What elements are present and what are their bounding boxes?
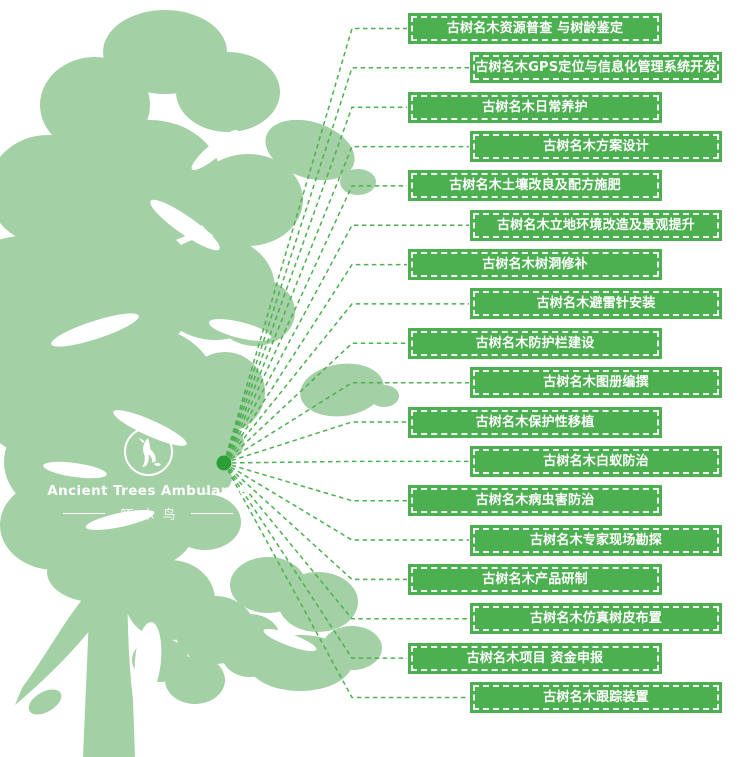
woodpecker-icon — [138, 437, 161, 467]
service-box: 古树名木立地环境改造及景观提升 — [473, 212, 719, 238]
connector-line — [223, 421, 407, 464]
service-box-label: 古树名木土壤改良及配方施肥 — [449, 178, 621, 194]
connector-line — [223, 462, 407, 581]
connector-line — [223, 224, 469, 464]
service-box: 古树名木土壤改良及配方施肥 — [411, 173, 659, 199]
service-box-label: 古树名木产品研制 — [482, 571, 588, 587]
connector-line — [223, 460, 469, 464]
service-box-label: 古树名木避雷针安装 — [536, 296, 656, 312]
service-box: 古树名木日常养护 — [411, 94, 659, 120]
service-box-label: 古树名木树洞修补 — [482, 257, 588, 273]
connector-line — [223, 263, 407, 464]
service-box: 古树名木仿真树皮布置 — [473, 606, 719, 632]
connector-line — [223, 106, 407, 464]
service-box-label: 古树名木保护性移植 — [475, 414, 595, 430]
connector-line — [223, 462, 407, 502]
service-box: 古树名木方案设计 — [473, 134, 719, 160]
service-box: 古树名木防护栏建设 — [411, 330, 659, 356]
logo-chinese-name: 啄木鸟 — [120, 508, 184, 523]
convergence-dot — [216, 455, 232, 471]
connector-line — [223, 342, 407, 464]
service-box: 古树名木GPS定位与信息化管理系统开发 — [473, 55, 719, 81]
logo-title: Ancient Trees Ambulance — [47, 483, 249, 499]
connector-line — [223, 462, 469, 541]
service-box: 古树名木病虫害防治 — [411, 488, 659, 514]
logo-circle — [123, 427, 173, 476]
service-box: 古树名木产品研制 — [411, 566, 659, 592]
service-box-label: 古树名木GPS定位与信息化管理系统开发 — [475, 60, 717, 76]
service-box: 古树名木资源普查 与树龄鉴定 — [411, 16, 659, 41]
connector-line — [223, 381, 469, 464]
tree-crown — [0, 10, 399, 715]
service-box-label: 古树名木日常养护 — [482, 99, 588, 115]
service-box-label: 古树名木立地环境改造及景观提升 — [496, 217, 695, 233]
connector-line — [223, 67, 469, 464]
connector-line — [223, 303, 469, 464]
connector-line — [223, 462, 469, 699]
right-rule — [190, 512, 233, 515]
left-rule — [63, 512, 106, 515]
connector-line — [223, 185, 407, 464]
service-box-label: 古树名木图册编撰 — [543, 375, 649, 391]
service-box-label: 古树名木跟踪装置 — [543, 690, 649, 705]
connector-line — [223, 462, 469, 620]
service-box: 古树名木专家现场勘探 — [473, 527, 719, 553]
tree-branch-gaps — [43, 129, 317, 698]
connector-line — [223, 462, 407, 659]
service-box-label: 古树名木白蚁防治 — [543, 453, 649, 469]
service-box-label: 古树名木防护栏建设 — [475, 335, 595, 351]
connector-line — [223, 145, 469, 464]
service-box: 古树名木跟踪装置 — [473, 685, 719, 710]
service-box-label: 古树名木仿真树皮布置 — [529, 611, 662, 627]
service-box: 古树名木避雷针安装 — [473, 291, 719, 317]
service-box-label: 古树名木资源普查 与树龄鉴定 — [446, 21, 624, 36]
service-box: 古树名木白蚁防治 — [473, 448, 719, 474]
tree-trunk — [15, 565, 135, 757]
service-box-label: 古树名木病虫害防治 — [475, 493, 595, 509]
service-box: 古树名木项目 资金申报 — [411, 645, 659, 671]
service-box: 古树名木保护性移植 — [411, 409, 659, 435]
service-box: 古树名木图册编撰 — [473, 370, 719, 396]
logo-subtitle-row: 啄木鸟 — [30, 504, 266, 523]
service-box-label: 古树名木项目 资金申报 — [466, 650, 604, 666]
service-box-label: 古树名木专家现场勘探 — [529, 532, 662, 548]
logo: Ancient Trees Ambulance 啄木鸟 — [30, 427, 266, 523]
service-box: 古树名木树洞修补 — [411, 252, 659, 278]
connector-line — [223, 27, 407, 464]
service-box-label: 古树名木方案设计 — [543, 139, 649, 155]
